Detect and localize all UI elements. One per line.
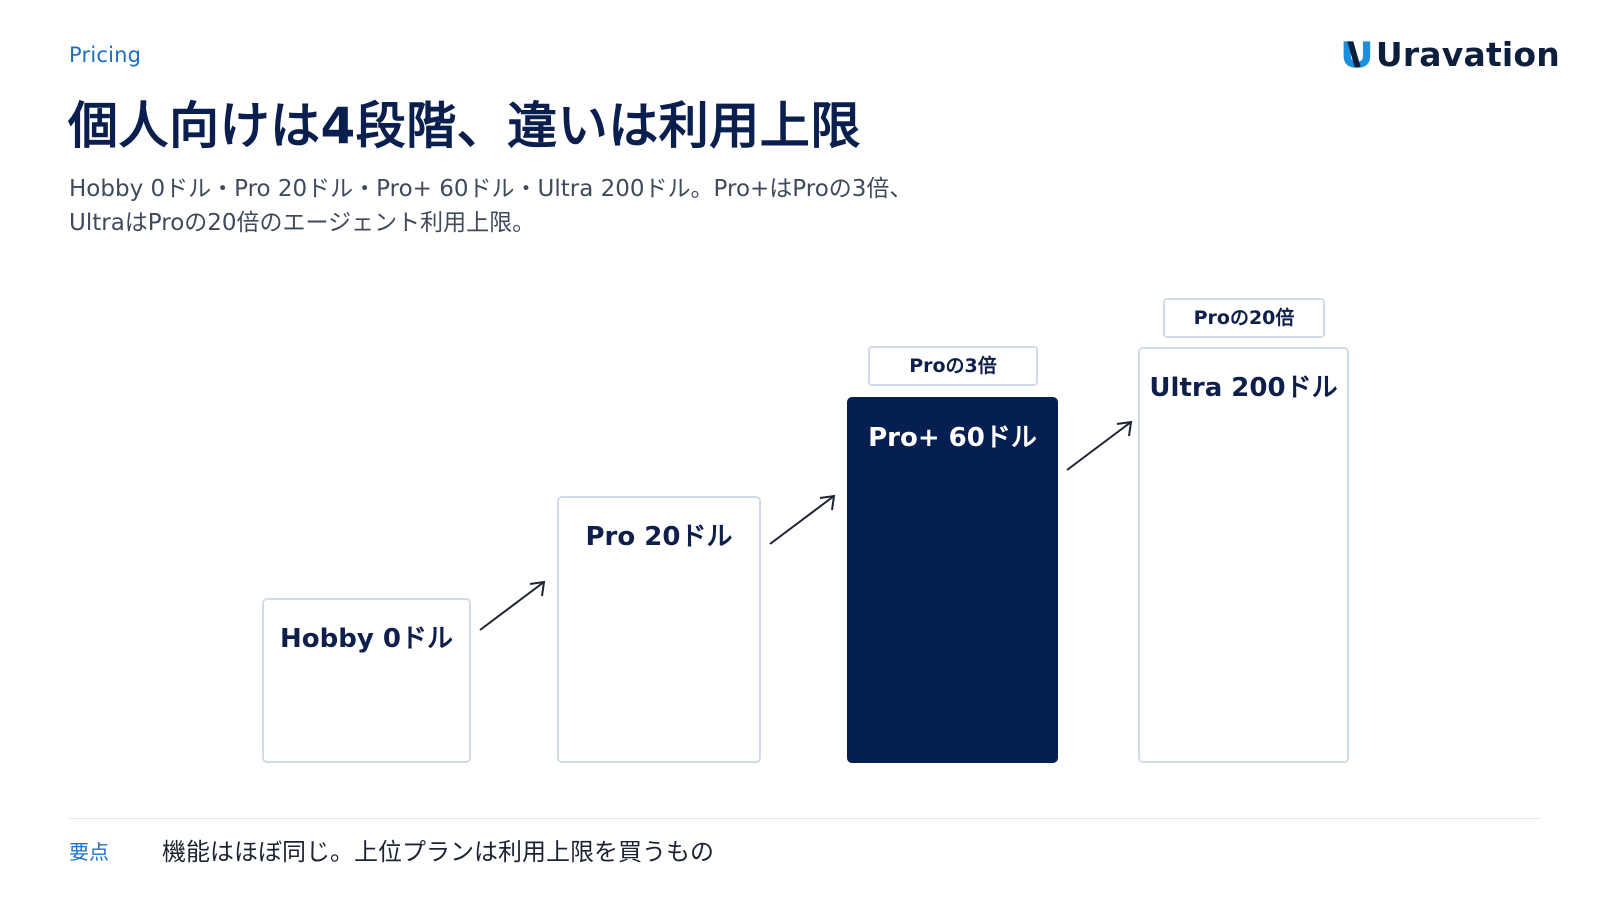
plan-label-proplus: Pro+ 60ドル xyxy=(868,423,1037,453)
plan-tag-ultra: Proの20倍 xyxy=(1163,298,1325,338)
page-title: 個人向けは4段階、違いは利用上限 xyxy=(68,97,861,155)
section-eyebrow: Pricing xyxy=(69,43,142,67)
page-subtitle: Hobby 0ドル・Pro 20ドル・Pro+ 60ドル・Ultra 200ドル… xyxy=(69,172,1069,240)
brand-logo: Uravation xyxy=(1340,28,1560,80)
uravation-logo-icon xyxy=(1343,41,1371,68)
plan-card-ultra: Ultra 200ドル xyxy=(1138,347,1349,763)
plan-tag-proplus: Proの3倍 xyxy=(868,346,1038,386)
arrow-icon xyxy=(479,580,546,631)
key-point-label: 要点 xyxy=(69,840,109,864)
subtitle-line-1: Hobby 0ドル・Pro 20ドル・Pro+ 60ドル・Ultra 200ドル… xyxy=(69,176,913,202)
arrow-icon xyxy=(1066,420,1133,471)
brand-name: Uravation xyxy=(1375,34,1560,74)
footer-divider xyxy=(69,818,1541,819)
arrow-icon xyxy=(769,494,836,545)
plan-label-hobby: Hobby 0ドル xyxy=(280,624,453,654)
subtitle-line-2: UltraはProの20倍のエージェント利用上限。 xyxy=(69,210,536,236)
plan-card-hobby: Hobby 0ドル xyxy=(262,598,471,763)
key-point-text: 機能はほぼ同じ。上位プランは利用上限を買うもの xyxy=(162,838,714,866)
plan-label-ultra: Ultra 200ドル xyxy=(1149,373,1338,403)
plan-card-proplus: Pro+ 60ドル xyxy=(847,397,1058,763)
plan-card-pro: Pro 20ドル xyxy=(557,496,761,763)
plan-label-pro: Pro 20ドル xyxy=(585,522,733,552)
